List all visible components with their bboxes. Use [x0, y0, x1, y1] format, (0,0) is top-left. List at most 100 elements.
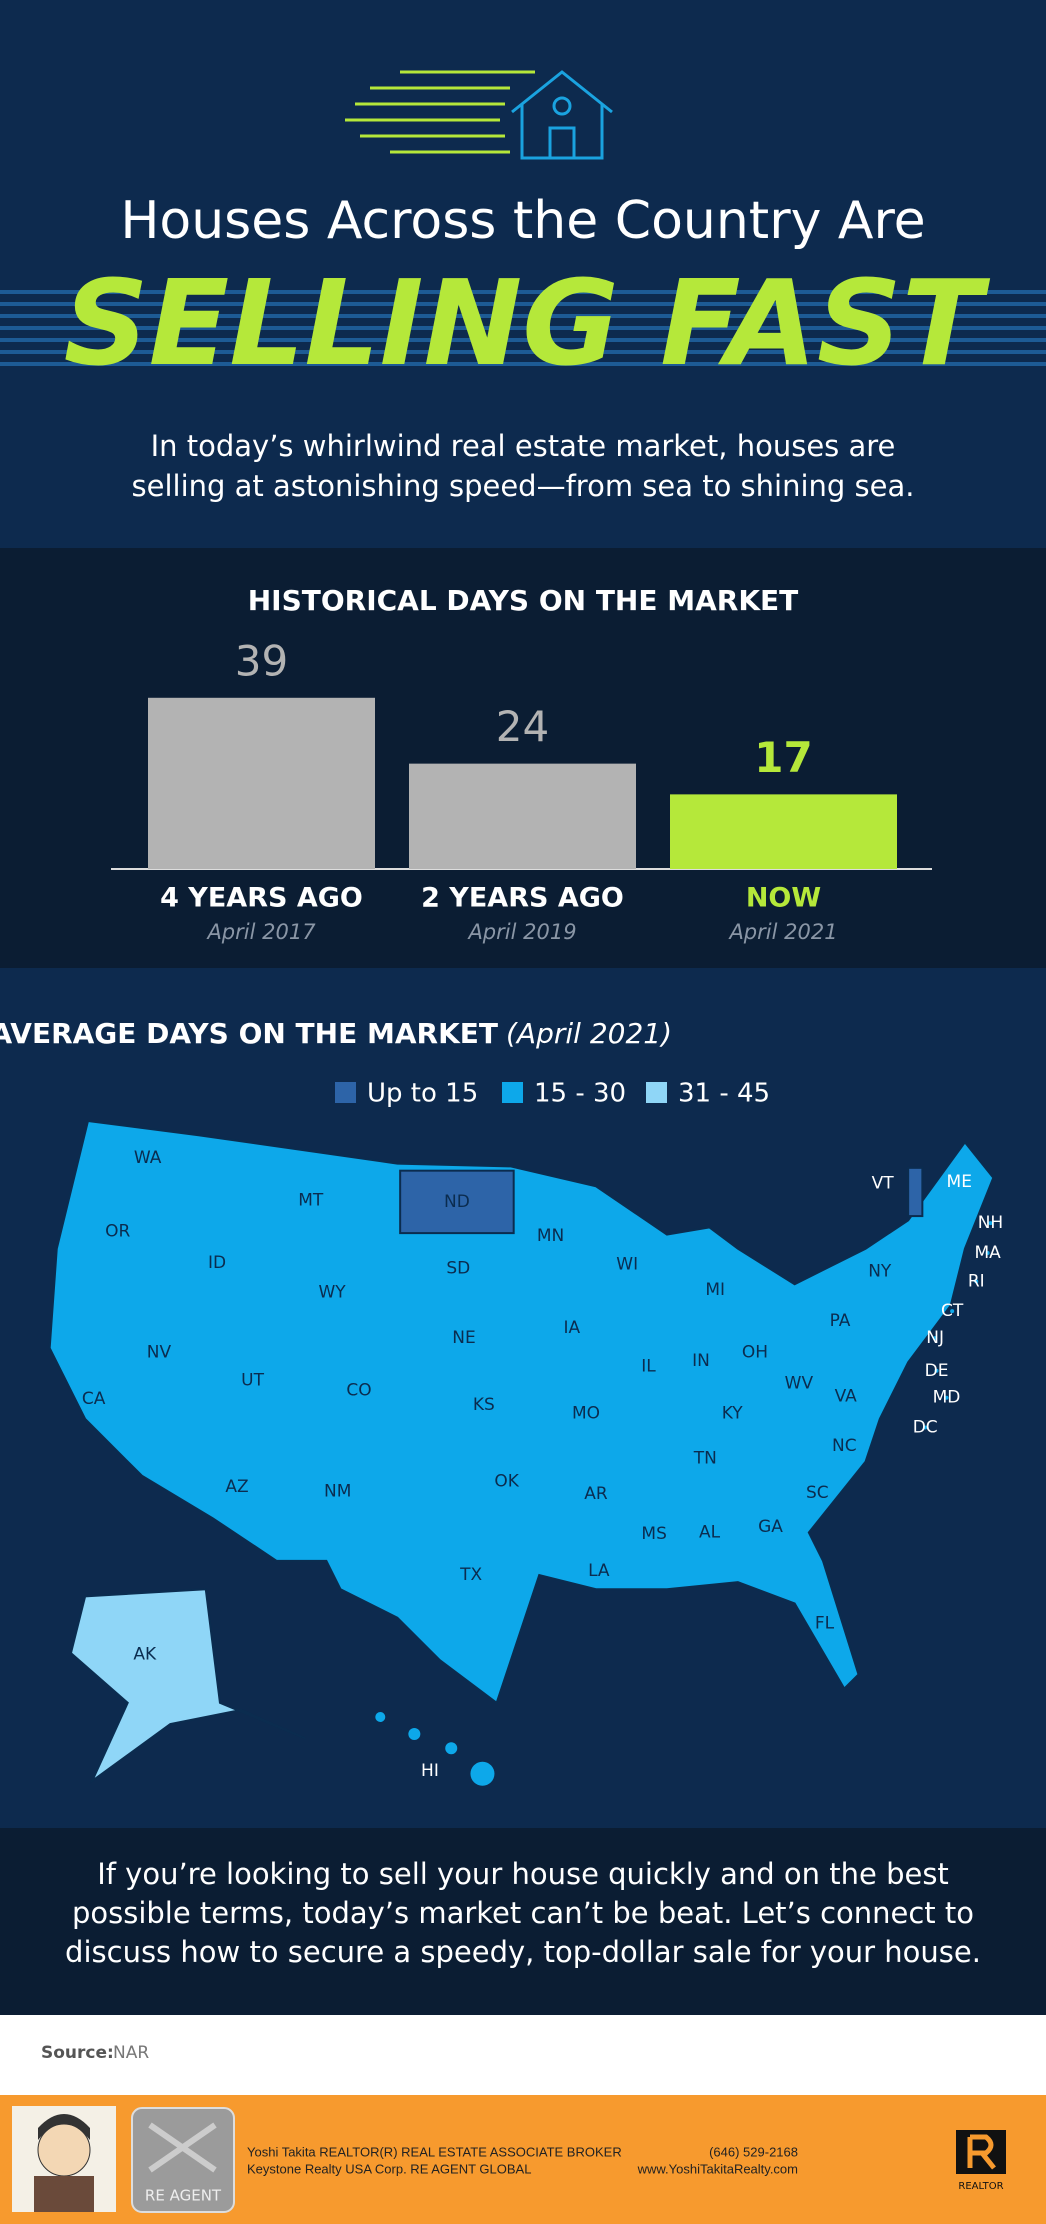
state-label: NE [452, 1328, 475, 1348]
state [950, 1309, 955, 1314]
state [445, 1742, 458, 1755]
header-subtitle: In today’s whirlwind real estate market,… [151, 429, 896, 463]
chart-title: HISTORICAL DAYS ON THE MARKET [248, 584, 799, 617]
state-label: IN [692, 1351, 710, 1371]
state-label: AR [584, 1484, 608, 1504]
state [91, 1397, 96, 1402]
headline: SELLING FAST [64, 254, 991, 392]
state-label: TN [693, 1449, 717, 1469]
legend-label: 15 - 30 [534, 1079, 626, 1109]
state [308, 1198, 313, 1203]
state [145, 1155, 150, 1160]
state [481, 1402, 486, 1407]
state [548, 1233, 553, 1238]
footer-line: Keystone Realty USA Corp. RE AGENT GLOBA… [247, 2161, 531, 2176]
state-label: DC [913, 1418, 938, 1438]
category-label: 2 YEARS AGO [421, 883, 624, 914]
state-label: NV [147, 1342, 172, 1362]
cta-text: possible terms, today’s market can’t be … [72, 1896, 974, 1930]
state-label: CO [346, 1381, 371, 1401]
state [815, 1490, 820, 1495]
state-label: OH [742, 1342, 768, 1362]
speed-stripes [0, 290, 1046, 366]
state-label: CA [82, 1389, 106, 1409]
house-icon [345, 70, 613, 160]
state-label: NJ [926, 1328, 944, 1348]
state-label: KY [722, 1403, 744, 1423]
state [822, 1621, 827, 1626]
state [877, 1269, 882, 1274]
header-bg [0, 0, 1046, 548]
bar [148, 697, 375, 869]
state-label: ME [947, 1172, 972, 1192]
state [842, 1443, 847, 1448]
state [156, 1350, 161, 1355]
state-label: ID [208, 1253, 226, 1273]
state-label: NM [324, 1481, 351, 1501]
realtor-logo: REALTOR [956, 2130, 1006, 2192]
state [934, 1368, 939, 1373]
state [357, 1388, 362, 1393]
state-label: KS [473, 1395, 495, 1415]
state [462, 1336, 467, 1341]
state-label: NC [832, 1436, 857, 1456]
state-label: TX [459, 1565, 482, 1585]
state [115, 1229, 120, 1234]
bar [409, 763, 636, 869]
state-label: RI [968, 1271, 985, 1291]
state [652, 1531, 657, 1536]
source-text: NAR [113, 2043, 149, 2063]
state [703, 1456, 708, 1461]
state-label: CT [941, 1301, 964, 1321]
state [768, 1524, 773, 1529]
state [646, 1364, 651, 1369]
state [399, 1169, 515, 1235]
state [698, 1358, 703, 1363]
state-label: NH [978, 1213, 1004, 1233]
state [234, 1485, 239, 1490]
state-label: IL [641, 1356, 656, 1376]
state-label: MI [705, 1280, 725, 1300]
state [69, 1588, 306, 1784]
cta-text: If you’re looking to sell your house qui… [97, 1857, 949, 1891]
state [838, 1319, 843, 1324]
state [215, 1260, 220, 1265]
category-sublabel: April 2019 [466, 920, 576, 944]
state-label: MT [298, 1190, 324, 1210]
state [985, 1250, 990, 1255]
state [843, 1394, 848, 1399]
state-label: OR [105, 1222, 130, 1242]
state [957, 1180, 962, 1185]
state [907, 1166, 924, 1218]
value-label: 17 [754, 733, 812, 782]
state-label: AL [699, 1523, 721, 1543]
category-sublabel: April 2021 [727, 920, 837, 944]
logo-text: RE AGENT [145, 2187, 222, 2205]
map: WA OR CA NV ID MT WY UT CO AZ NM ND SD NE KS OK TX MN IA MO… [48, 1119, 1004, 1786]
state [456, 1266, 461, 1271]
state [504, 1479, 509, 1484]
state [330, 1290, 335, 1295]
state-label: PA [830, 1311, 851, 1331]
cta-bg [0, 1828, 1046, 2015]
header-title: Houses Across the Country Are [120, 191, 925, 251]
legend-label: Up to 15 [367, 1079, 478, 1109]
footer-web: www.YoshiTakitaRealty.com [637, 2161, 798, 2176]
state [730, 1411, 735, 1416]
value-label: 39 [235, 636, 288, 685]
footer-phone: (646) 529-2168 [709, 2144, 798, 2159]
state-label: MN [537, 1226, 564, 1246]
state [974, 1279, 979, 1284]
state-label: SD [446, 1259, 470, 1279]
state [593, 1492, 598, 1497]
map-title: AVERAGE DAYS ON THE MARKET [0, 1017, 498, 1050]
realtor-text: REALTOR [958, 2181, 1003, 2192]
state-label: AZ [225, 1477, 248, 1497]
map-outline [48, 1119, 995, 1705]
state-label: UT [241, 1371, 264, 1391]
state [713, 1287, 718, 1292]
legend-label: 31 - 45 [678, 1079, 770, 1109]
source-label: Source: [41, 2043, 114, 2063]
state-label: VA [835, 1386, 858, 1406]
